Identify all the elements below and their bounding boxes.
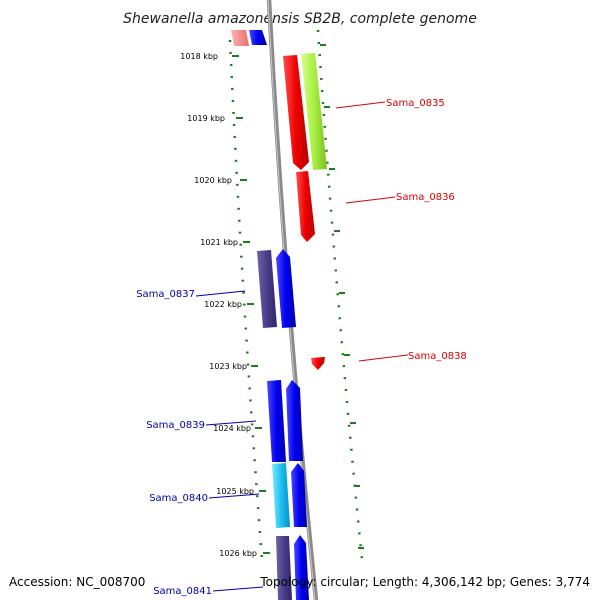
leader-line — [212, 586, 264, 592]
inner-major-ticks — [232, 55, 270, 554]
gene-labels: Sama_0835 Sama_0836 Sama_0837 Sama_0838 … — [136, 98, 467, 597]
leader-line — [195, 290, 246, 297]
leader-line — [205, 420, 257, 426]
tick-label: 1025 kbp — [216, 487, 254, 496]
tick-label: 1023 kbp — [209, 362, 247, 371]
gene-label[interactable]: Sama_0836 — [396, 192, 455, 203]
gene-sama-0841-b[interactable] — [294, 535, 309, 600]
gene-sama-0836[interactable] — [296, 171, 315, 242]
outer-major-ticks — [320, 44, 364, 549]
genome-title: Shewanella amazonensis SB2B, complete ge… — [123, 11, 477, 27]
tick-label: 1019 kbp — [187, 114, 225, 123]
gene-sama-0839-a[interactable] — [267, 380, 286, 462]
gene-sama-0837-b[interactable] — [276, 249, 296, 328]
accession-text: Accession: NC_008700 — [9, 575, 145, 589]
gene-sama-0840-a[interactable] — [272, 463, 290, 528]
gene-sama-0835[interactable] — [283, 55, 309, 170]
reverse-strand-genes — [231, 30, 309, 600]
gene-lime-feature[interactable] — [301, 53, 327, 170]
gene-sama-0840-b[interactable] — [291, 463, 307, 527]
leader-line — [345, 196, 396, 204]
gene-sama-0841-a[interactable] — [276, 536, 292, 600]
gene-top-blue[interactable] — [249, 30, 267, 45]
leader-line — [335, 101, 386, 109]
tick-label: 1021 kbp — [200, 238, 238, 247]
gene-label[interactable]: Sama_0837 — [136, 289, 195, 300]
leader-line — [208, 493, 260, 499]
tick-label: 1018 kbp — [180, 52, 218, 61]
gene-top-pink[interactable] — [231, 30, 249, 46]
gene-label[interactable]: Sama_0839 — [146, 420, 205, 431]
gene-sama-0839-b[interactable] — [286, 380, 303, 461]
scale-tick-labels: 1018 kbp 1019 kbp 1020 kbp 1021 kbp 1022… — [180, 52, 257, 558]
outer-scale-ring — [316, 29, 364, 561]
tick-label: 1024 kbp — [213, 424, 251, 433]
tick-label: 1022 kbp — [204, 300, 242, 309]
leader-line — [358, 354, 409, 362]
gene-sama-0837-a[interactable] — [257, 250, 277, 328]
genome-summary-text: Topology: circular; Length: 4,306,142 bp… — [259, 575, 590, 589]
tick-label: 1026 kbp — [219, 549, 257, 558]
gene-sama-0838[interactable] — [311, 357, 325, 370]
gene-label[interactable]: Sama_0838 — [408, 351, 467, 362]
gene-label[interactable]: Sama_0840 — [149, 493, 208, 504]
gene-label[interactable]: Sama_0835 — [386, 98, 445, 109]
forward-strand-genes — [283, 53, 327, 370]
tick-label: 1020 kbp — [194, 176, 232, 185]
gene-label[interactable]: Sama_0841 — [153, 586, 212, 597]
